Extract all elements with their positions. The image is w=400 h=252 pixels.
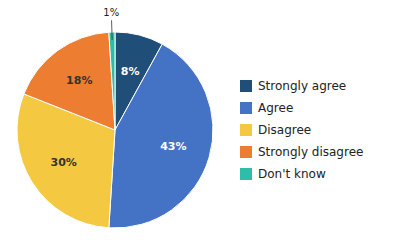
legend-swatch [240, 146, 252, 158]
data-labels: 8% 43% 30% 18% 1% [51, 7, 187, 169]
legend-swatch [240, 80, 252, 92]
chart-container: 8% 43% 30% 18% 1% Strongly agree Agree Disagree… [0, 0, 400, 252]
pie-slice [109, 32, 115, 130]
legend-entry: Agree [258, 101, 293, 115]
data-label: 18% [66, 74, 92, 87]
legend-entry: Strongly agree [258, 79, 346, 93]
slices [17, 32, 213, 228]
legend: Strongly agree Agree Disagree Strongly disa… [240, 79, 363, 181]
data-label: 30% [51, 156, 77, 169]
data-label: 8% [121, 65, 140, 78]
legend-entry: Strongly disagree [258, 145, 363, 159]
pie-slice [109, 44, 213, 228]
legend-swatch [240, 124, 252, 136]
data-label: 43% [160, 140, 186, 153]
chart-svg: 8% 43% 30% 18% 1% Strongly agree Agree Disagree… [0, 0, 400, 252]
data-label: 1% [103, 7, 119, 18]
legend-entry: Don't know [258, 167, 326, 181]
legend-swatch [240, 102, 252, 114]
legend-entry: Disagree [258, 123, 311, 137]
pie-slice [24, 32, 115, 130]
legend-swatch [240, 168, 252, 180]
leader-line [111, 20, 113, 40]
